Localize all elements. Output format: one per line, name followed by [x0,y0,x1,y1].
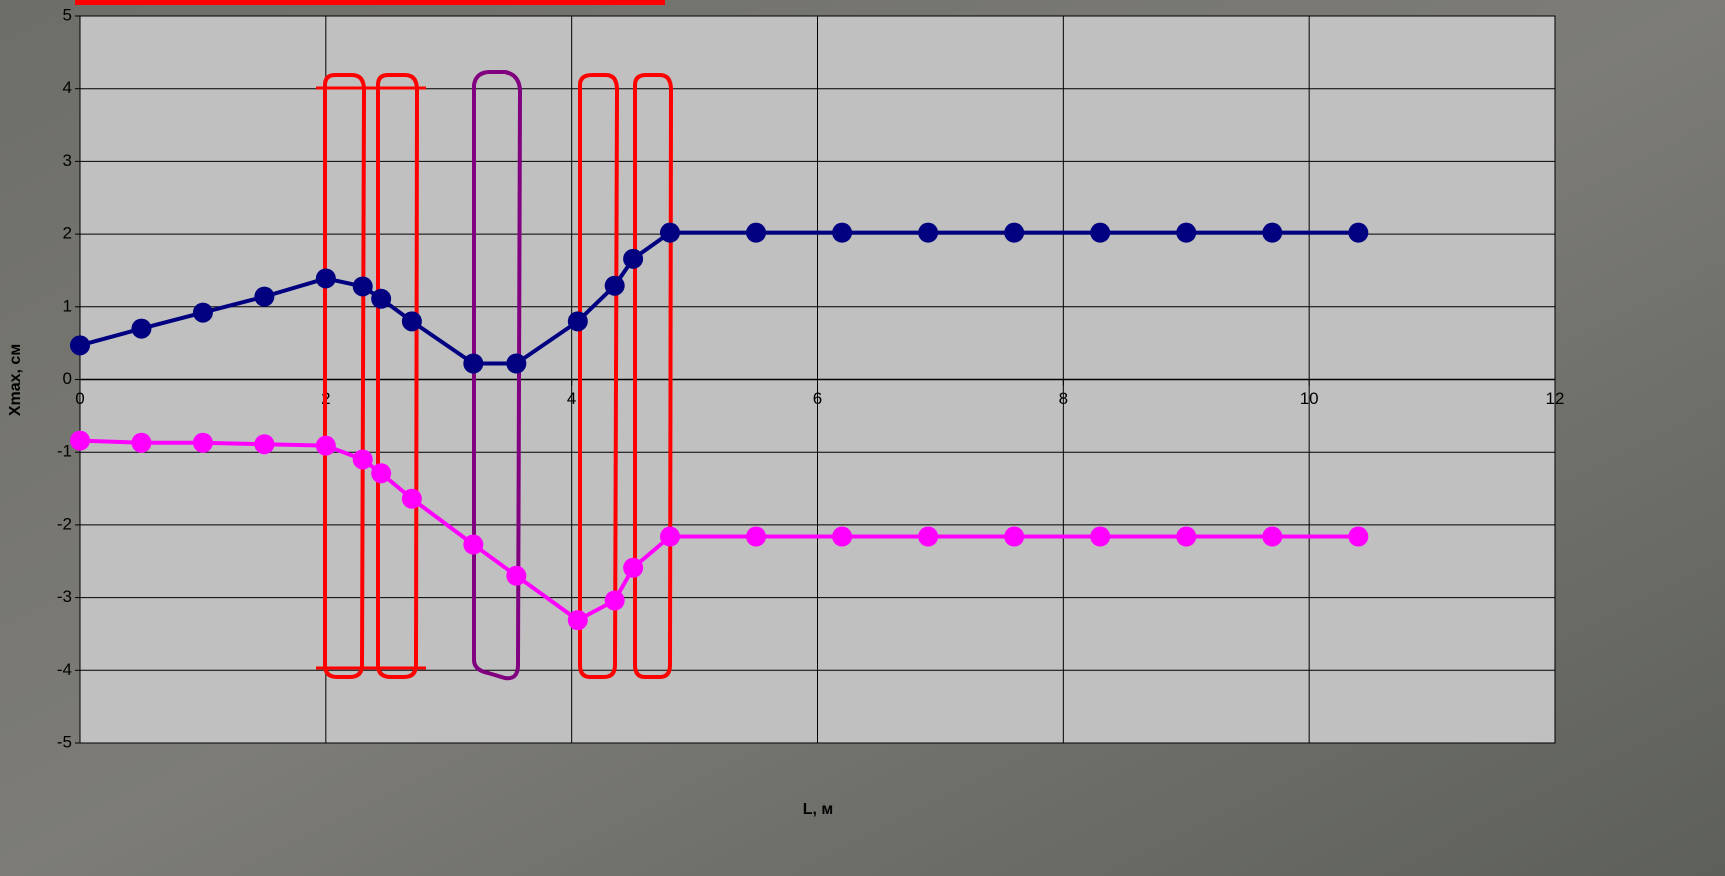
y-tick-label: -3 [57,587,72,606]
data-point [193,433,213,453]
data-point [568,311,588,331]
data-point [402,311,422,331]
data-point [70,335,90,355]
data-point [605,591,625,611]
data-point [1262,223,1282,243]
y-tick-label: -1 [57,442,72,461]
data-point [254,287,274,307]
data-point [623,558,643,578]
data-point [371,289,391,309]
data-point [402,489,422,509]
data-point [506,354,526,374]
data-point [1348,223,1368,243]
data-point [918,223,938,243]
data-point [1090,527,1110,547]
data-point [605,276,625,296]
data-point [660,223,680,243]
data-point [1262,527,1282,547]
data-point [832,527,852,547]
data-point [1090,223,1110,243]
data-point [568,610,588,630]
data-point [918,527,938,547]
data-point [1004,527,1024,547]
data-point [746,223,766,243]
x-axis-title: L, м [803,801,834,818]
data-point [1348,527,1368,547]
y-tick-label: -4 [57,660,72,679]
y-tick-label: 1 [63,296,72,315]
x-tick-label: 4 [567,389,576,408]
y-axis-title: Xmax, см [7,344,24,416]
data-point [371,463,391,483]
y-tick-label: -2 [57,514,72,533]
y-tick-label: 4 [63,78,72,97]
data-point [506,566,526,586]
data-point [353,276,373,296]
data-point [353,449,373,469]
y-tick-label: 3 [63,151,72,170]
slide: -5-4-3-2-1012345024681012 L, м Xmax, см [0,0,1725,876]
x-tick-label: 6 [813,389,822,408]
x-tick-label: 8 [1059,389,1068,408]
y-tick-label: 2 [63,224,72,243]
data-point [660,527,680,547]
data-point [463,354,483,374]
data-point [254,434,274,454]
data-point [131,319,151,339]
data-point [1176,527,1196,547]
data-point [463,535,483,555]
data-point [131,433,151,453]
data-point [1176,223,1196,243]
data-point [316,268,336,288]
data-point [70,431,90,451]
x-tick-label: 12 [1546,389,1565,408]
data-point [193,303,213,323]
data-point [316,436,336,456]
x-tick-label: 10 [1300,389,1319,408]
data-point [1004,223,1024,243]
y-tick-label: 0 [63,369,72,388]
data-point [832,223,852,243]
data-point [623,249,643,269]
y-tick-label: 5 [63,5,72,24]
y-tick-label: -5 [57,732,72,751]
title-bar [75,0,665,5]
x-tick-label: 0 [75,389,84,408]
data-point [746,527,766,547]
